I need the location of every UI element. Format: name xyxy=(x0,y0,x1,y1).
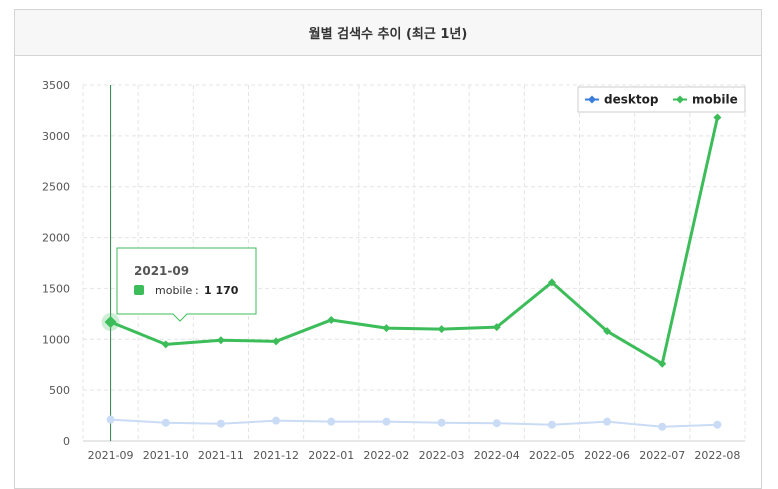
x-tick-label: 2022-05 xyxy=(529,449,575,462)
mobile-point[interactable] xyxy=(437,325,446,334)
mobile-point[interactable] xyxy=(382,324,391,333)
desktop-point[interactable] xyxy=(437,418,446,427)
x-tick-label: 2021-10 xyxy=(143,449,189,462)
x-tick-label: 2022-07 xyxy=(639,449,685,462)
x-tick-label: 2022-01 xyxy=(308,449,354,462)
y-tick-label: 2000 xyxy=(42,232,70,245)
y-tick-label: 3000 xyxy=(42,130,70,143)
tooltip-value: 1 170 xyxy=(204,284,239,297)
desktop-point[interactable] xyxy=(713,420,722,429)
desktop-point[interactable] xyxy=(327,417,336,426)
mobile-point[interactable] xyxy=(603,327,612,336)
desktop-point[interactable] xyxy=(216,419,225,428)
mobile-point[interactable] xyxy=(658,359,667,368)
mobile-point[interactable] xyxy=(547,278,556,287)
y-tick-label: 3500 xyxy=(42,79,70,92)
desktop-point[interactable] xyxy=(106,415,115,424)
mobile-point[interactable] xyxy=(104,315,117,328)
desktop-series-line xyxy=(110,418,718,428)
y-tick-label: 500 xyxy=(49,384,70,397)
chart-title: 월별 검색수 추이 (최근 1년) xyxy=(15,10,761,56)
mobile-legend-marker[interactable] xyxy=(676,95,684,104)
line-chart: 0 500 1000 1500 2000 2500 3000 3500 2021-09 2021-… xyxy=(42,79,746,462)
desktop-point[interactable] xyxy=(382,417,391,426)
desktop-point[interactable] xyxy=(492,419,501,428)
y-tick-label: 1000 xyxy=(42,333,70,346)
x-tick-label: 2021-11 xyxy=(198,449,244,462)
mobile-series-line xyxy=(110,117,719,366)
desktop-point[interactable] xyxy=(658,422,667,431)
y-tick-label: 0 xyxy=(63,435,70,448)
x-tick-label: 2022-08 xyxy=(694,449,740,462)
tooltip-title: 2021-09 xyxy=(134,264,189,278)
desktop-legend-marker[interactable] xyxy=(588,95,596,104)
tooltip-series-marker xyxy=(134,285,144,295)
mobile-point[interactable] xyxy=(327,315,336,324)
tooltip-separator: : xyxy=(195,284,199,297)
desktop-legend-label[interactable]: desktop xyxy=(604,93,659,107)
desktop-point[interactable] xyxy=(547,420,556,429)
desktop-point[interactable] xyxy=(603,417,612,426)
mobile-point[interactable] xyxy=(161,340,170,349)
x-tick-label: 2021-09 xyxy=(88,449,134,462)
x-tick-label: 2022-06 xyxy=(584,449,630,462)
x-tick-label: 2021-12 xyxy=(253,449,299,462)
legend-box xyxy=(577,86,746,113)
mobile-legend-label[interactable]: mobile xyxy=(692,93,738,107)
tooltip-series-label: mobile xyxy=(155,284,193,297)
x-tick-label: 2022-03 xyxy=(419,449,465,462)
tooltip-box xyxy=(116,247,257,322)
mobile-point[interactable] xyxy=(272,337,281,346)
desktop-point[interactable] xyxy=(272,416,281,425)
y-tick-label: 2500 xyxy=(42,181,70,194)
mobile-point[interactable] xyxy=(492,323,501,332)
mobile-point[interactable] xyxy=(713,113,722,122)
mobile-point[interactable] xyxy=(216,336,225,345)
x-tick-label: 2022-02 xyxy=(363,449,409,462)
x-tick-label: 2022-04 xyxy=(474,449,520,462)
y-tick-label: 1500 xyxy=(42,282,70,295)
desktop-point[interactable] xyxy=(161,418,170,427)
